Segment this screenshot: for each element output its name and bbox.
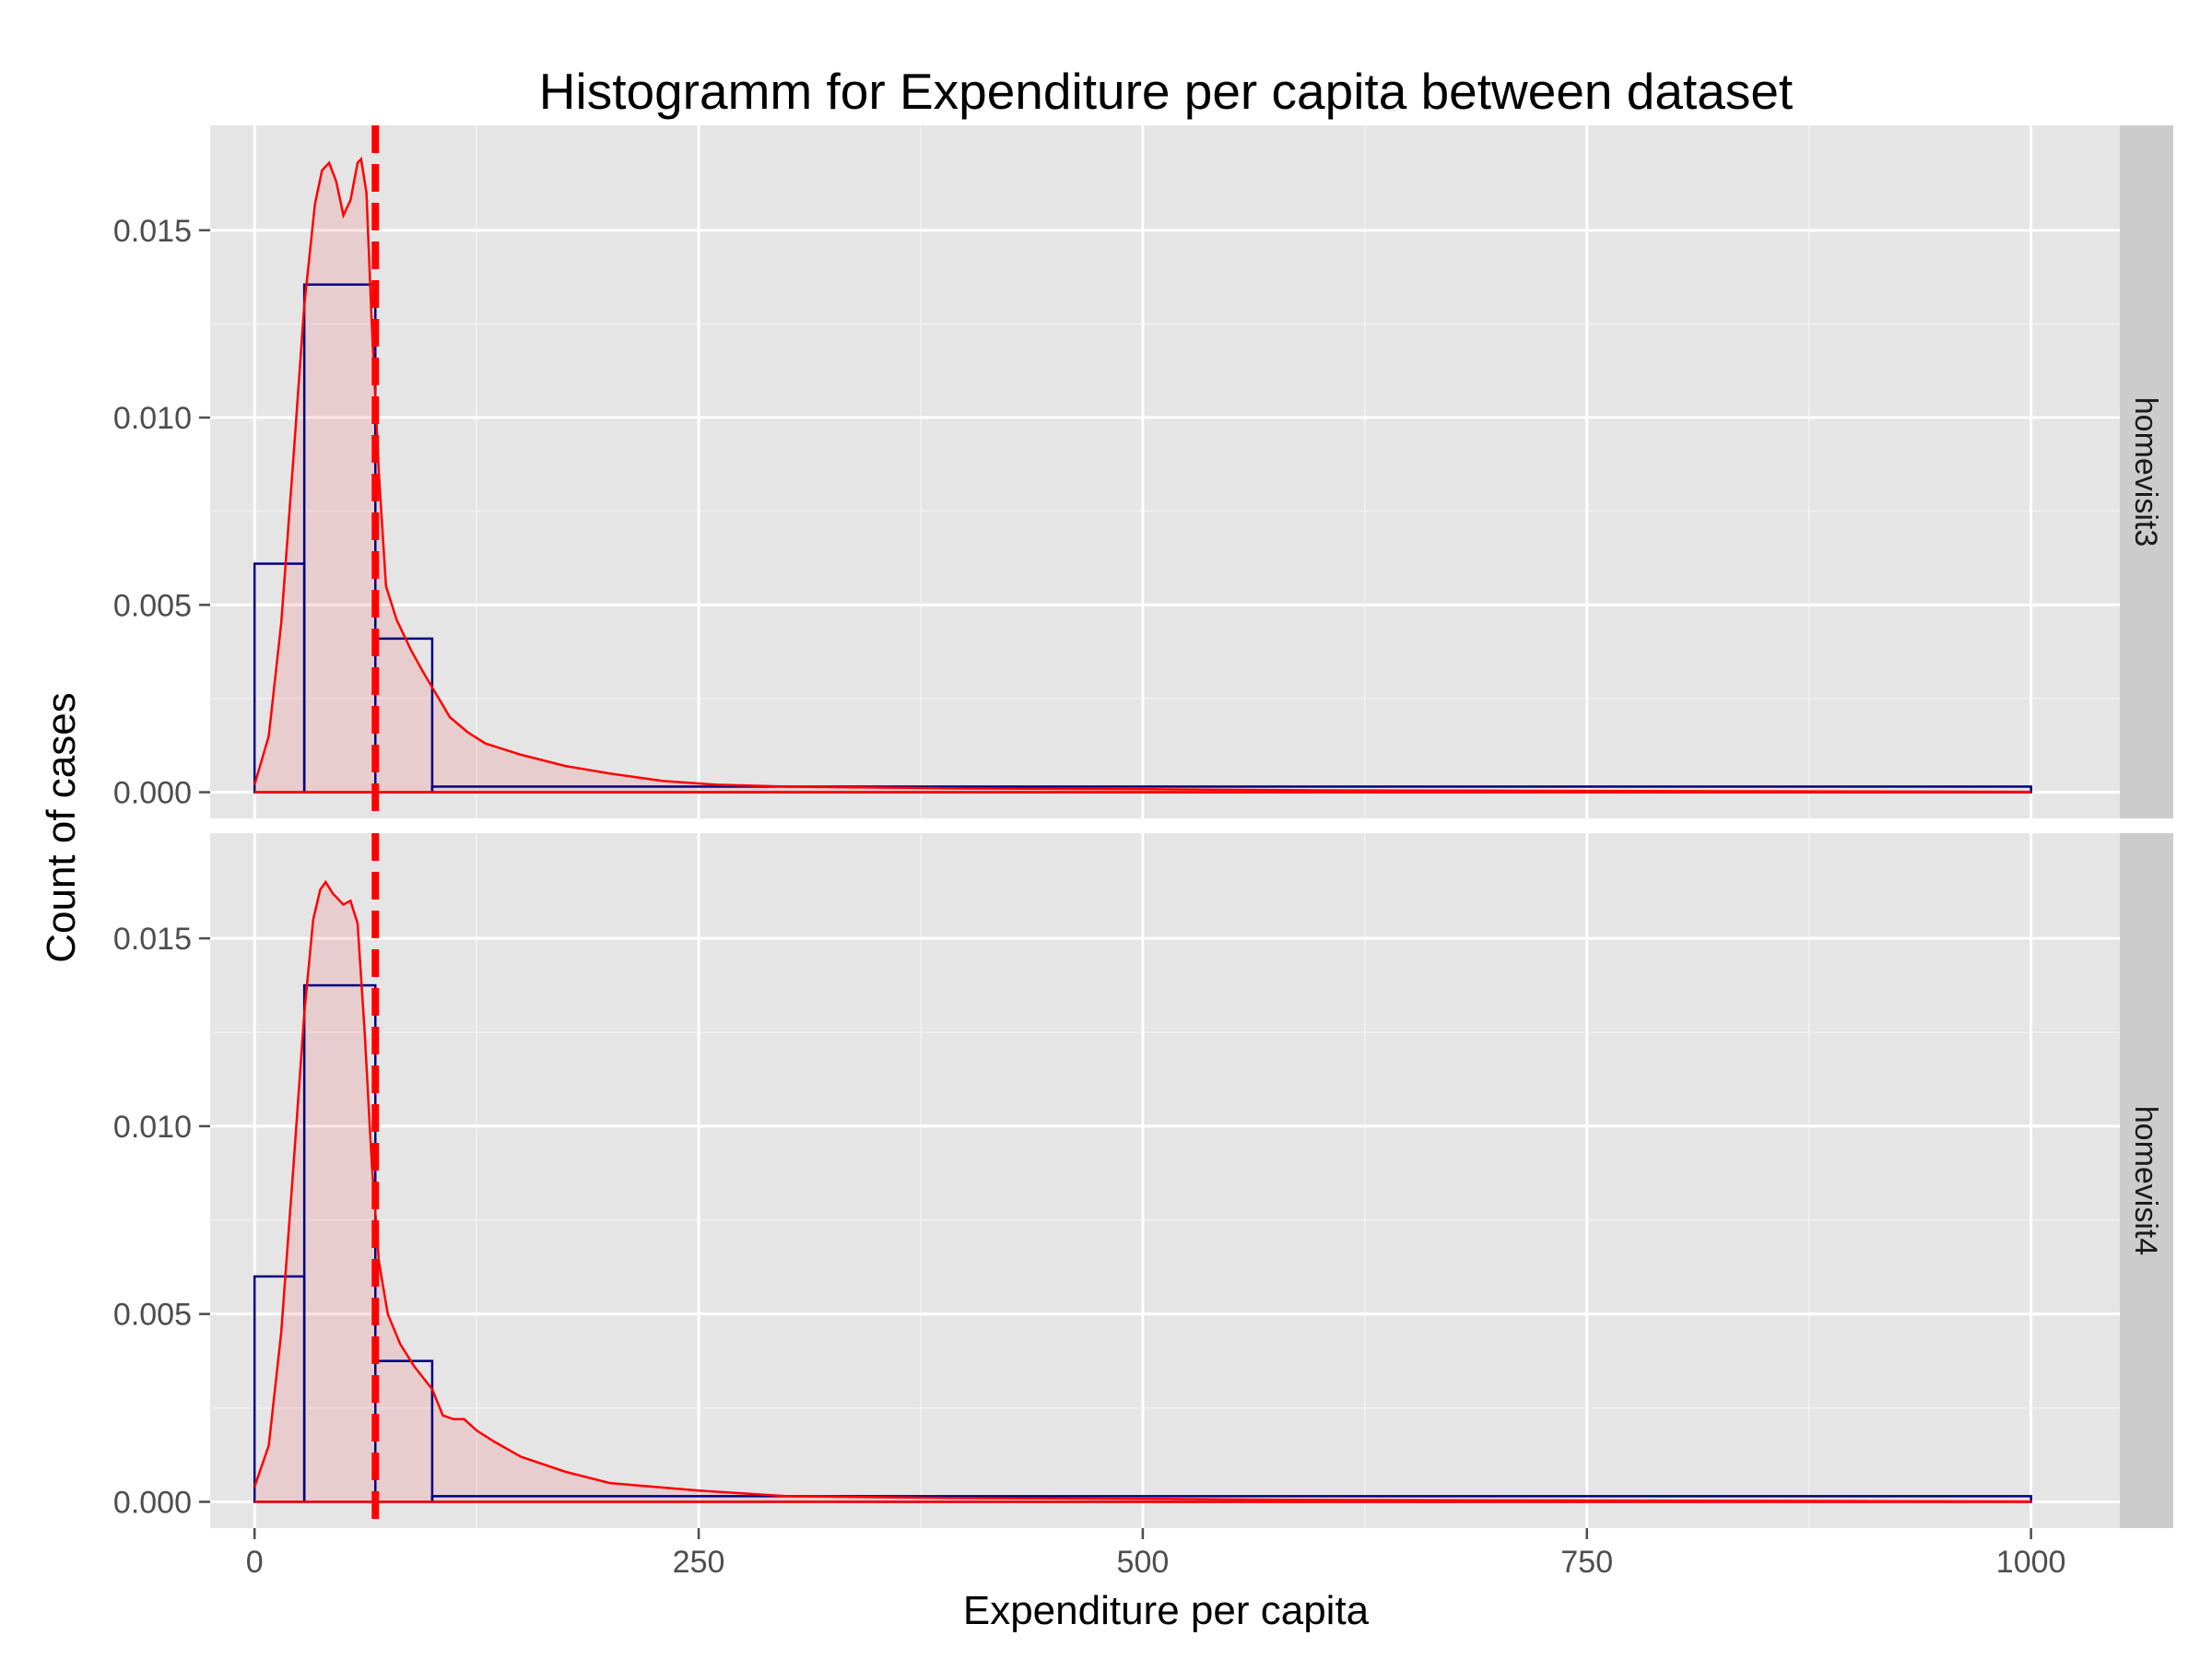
y-tick-label: 0.015: [113, 214, 192, 249]
y-tick-label: 0.010: [113, 1110, 192, 1145]
y-tick-label: 0.000: [113, 1485, 192, 1520]
facet-strip-label: homevisit4: [2128, 1106, 2163, 1256]
y-axis-title: Count of cases: [39, 692, 84, 963]
y-tick-label: 0.005: [113, 588, 192, 623]
facet-strip: [2120, 125, 2173, 818]
panel-background: [210, 125, 2120, 818]
chart-title: Histogramm for Expenditure per capita be…: [539, 63, 1793, 120]
x-tick-label: 750: [1560, 1545, 1613, 1580]
x-tick-label: 500: [1117, 1545, 1170, 1580]
y-tick-label: 0.000: [113, 776, 192, 811]
y-tick-label: 0.015: [113, 922, 192, 957]
facet-panel-homevisit3: 0.000 0.005 0.010 0.015 homevisit3: [113, 125, 2173, 818]
y-tick-label: 0.005: [113, 1298, 192, 1333]
x-tick-label: 250: [673, 1545, 725, 1580]
x-tick-label: 0: [246, 1545, 264, 1580]
x-axis-ticks: 0 250 500 750 1000: [246, 1528, 2066, 1580]
y-tick-label: 0.010: [113, 401, 192, 436]
density-curve: [253, 879, 2031, 1503]
panel-background: [210, 833, 2120, 1528]
facet-panel-homevisit4: 0.000 0.005 0.010 0.015 homevisit4: [113, 833, 2173, 1528]
density-curve: [253, 156, 2031, 794]
x-tick-label: 1000: [1996, 1545, 2066, 1580]
facet-panels: 0.000 0.005 0.010 0.015 homevisit3 0.000 0.005…: [113, 125, 2173, 1528]
x-axis-title: Expenditure per capita: [963, 1588, 1370, 1633]
facet-strip: [2120, 833, 2173, 1528]
facet-strip-label: homevisit3: [2128, 397, 2163, 547]
